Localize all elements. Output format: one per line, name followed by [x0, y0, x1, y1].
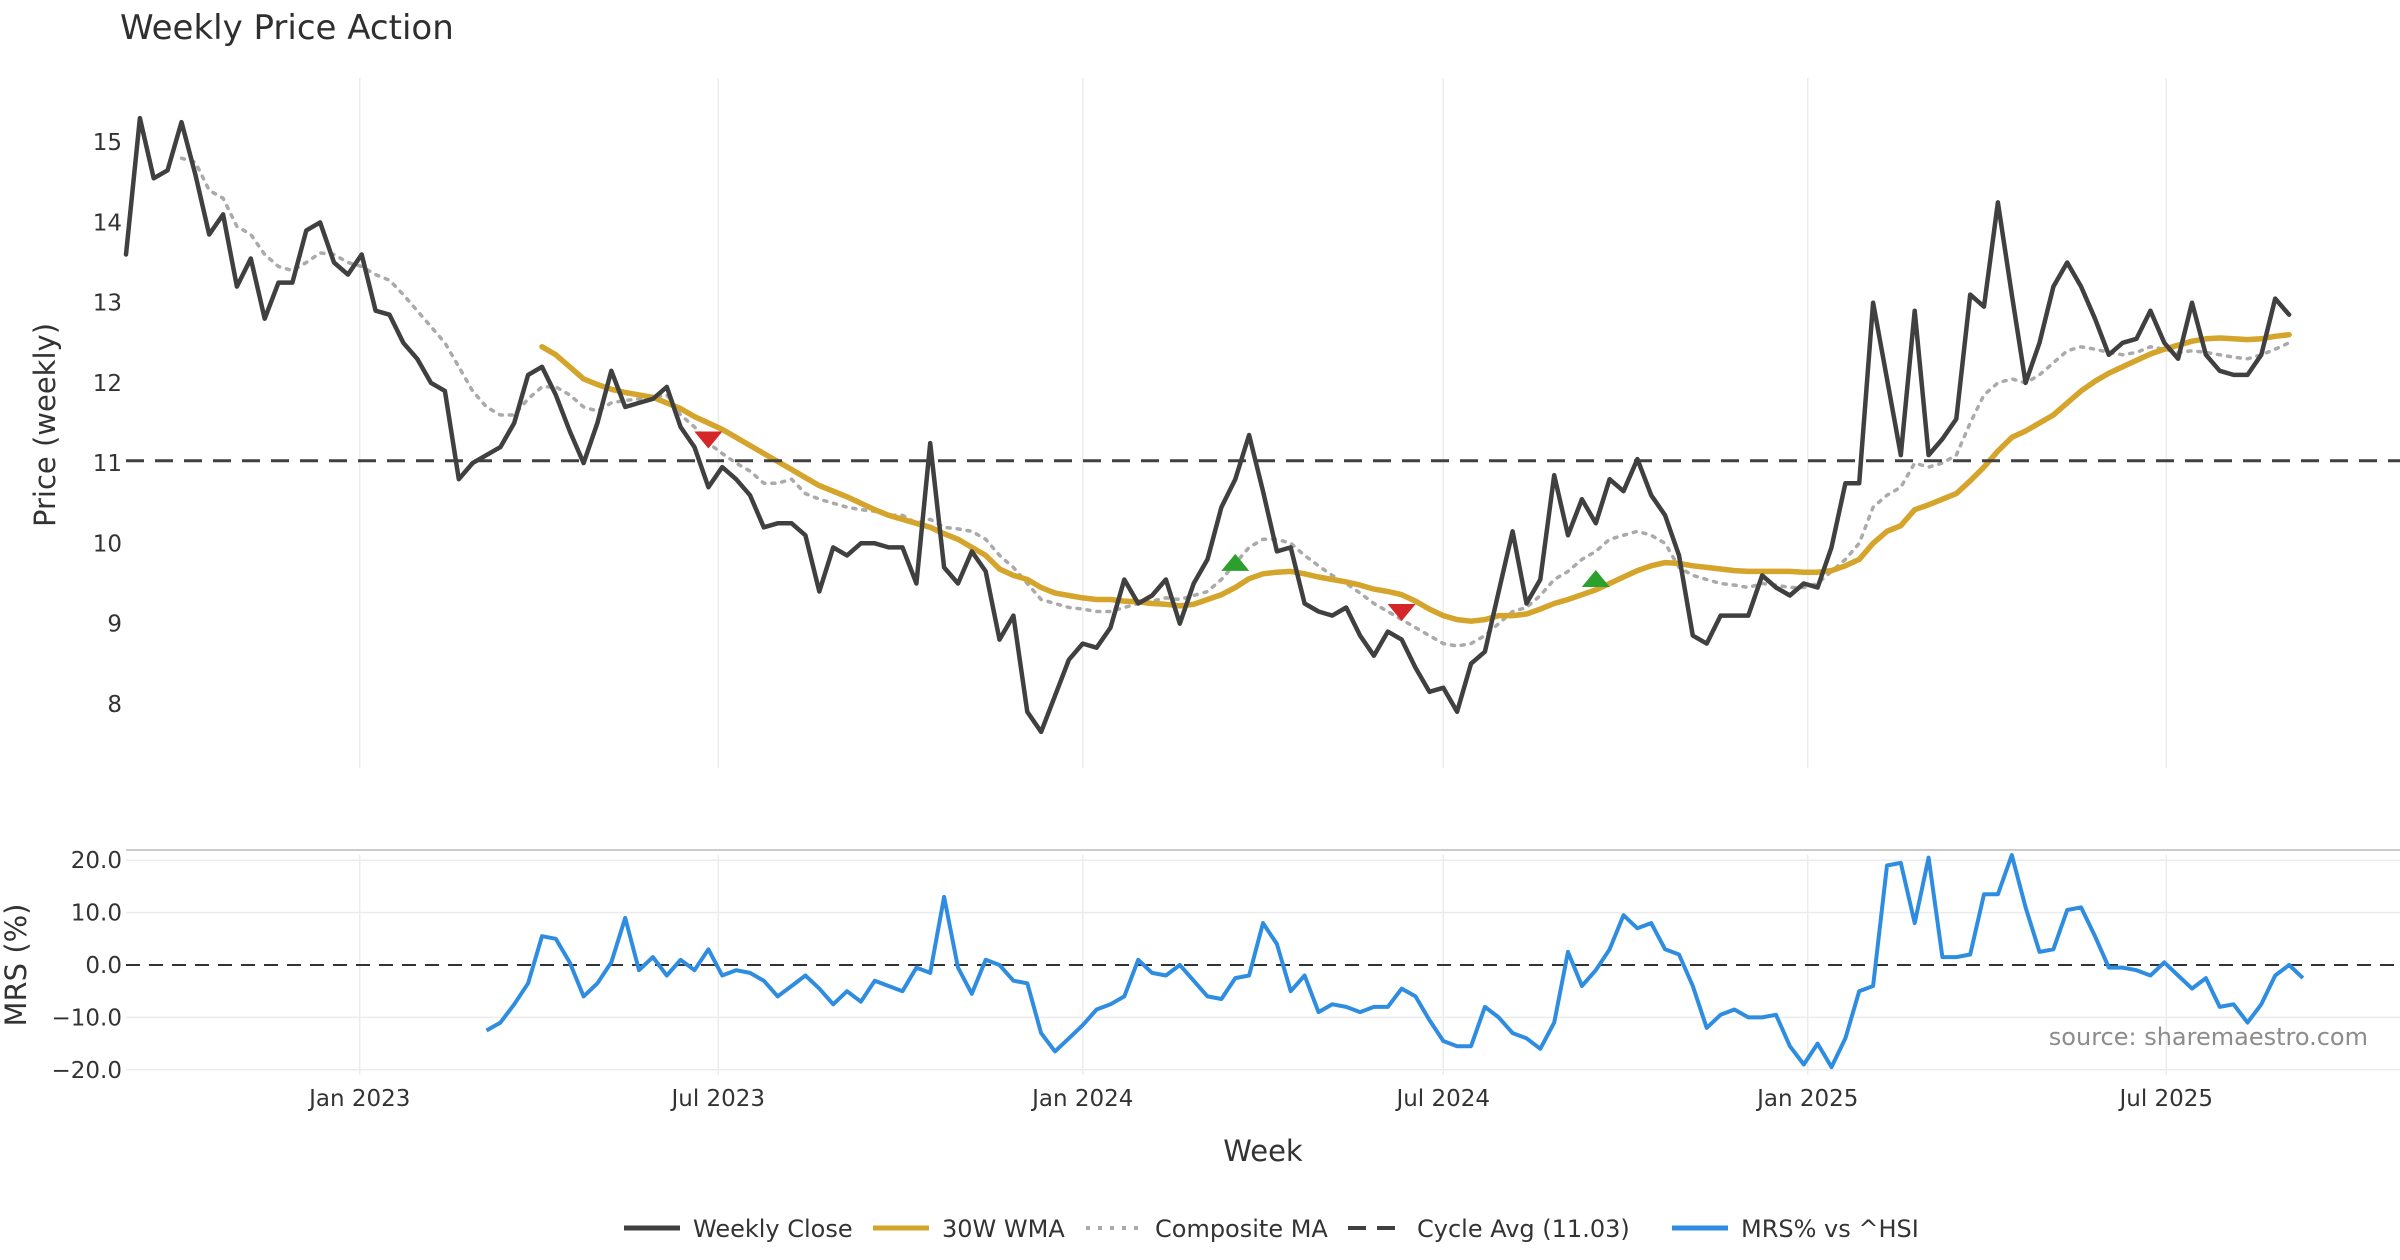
mrs-y-tick-label: −10.0	[52, 1005, 122, 1031]
buy-signal-marker	[1581, 569, 1610, 587]
mrs-y-ticks: −20.0 −10.0 0.0 10.0 20.0	[52, 848, 122, 1084]
series-weekly-close	[123, 115, 2292, 735]
mrs-y-tick-label: 10.0	[71, 901, 122, 927]
x-tick-label: Jul 2025	[2117, 1086, 2213, 1112]
price-panel: 8 9 10 11 12 13 14 15 Price (weekly)	[28, 78, 2400, 768]
signal-markers	[694, 431, 1610, 622]
price-y-tick-label: 13	[93, 291, 122, 317]
legend-label: Weekly Close	[693, 1215, 853, 1243]
x-tick-label: Jul 2023	[669, 1086, 765, 1112]
price-y-tick-label: 8	[107, 692, 122, 718]
series-mrs-vs-hsi	[485, 853, 2305, 1070]
buy-signal-marker	[1221, 553, 1250, 571]
mrs-y-tick-label: −20.0	[52, 1058, 122, 1084]
mrs-panel: −20.0 −10.0 0.0 10.0 20.0 MRS (%) source: sh…	[0, 848, 2400, 1084]
price-y-tick-label: 15	[93, 130, 122, 156]
mrs-y-axis-label: MRS (%)	[0, 904, 33, 1027]
sell-signal-marker	[694, 431, 723, 449]
price-y-tick-label: 11	[93, 451, 122, 477]
chart-title: Weekly Price Action	[120, 8, 454, 48]
legend-label: MRS% vs ^HSI	[1741, 1215, 1919, 1243]
x-tick-label: Jan 2025	[1755, 1086, 1858, 1112]
legend-label: 30W WMA	[942, 1215, 1065, 1243]
mrs-grid	[126, 855, 2400, 1075]
legend-label: Cycle Avg (11.03)	[1417, 1215, 1630, 1243]
x-axis-label: Week	[1223, 1134, 1303, 1168]
mrs-y-tick-label: 0.0	[85, 953, 122, 979]
source-attribution: source: sharemaestro.com	[2049, 1023, 2368, 1051]
price-grid	[358, 78, 2168, 768]
price-y-tick-label: 12	[93, 371, 122, 397]
mrs-y-tick-label: 20.0	[71, 848, 122, 874]
mrs-series	[485, 853, 2305, 1070]
x-tick-label: Jan 2023	[307, 1086, 410, 1112]
price-y-tick-label: 14	[93, 210, 122, 236]
legend-label: Composite MA	[1155, 1215, 1328, 1243]
legend: Weekly Close 30W WMA Composite MA Cycle Avg…	[624, 1215, 1919, 1243]
price-y-axis-label: Price (weekly)	[28, 323, 62, 527]
series-30w-wma	[539, 331, 2292, 624]
price-y-tick-label: 10	[93, 531, 122, 557]
x-axis-ticks: Jan 2023 Jul 2023 Jan 2024 Jul 2024 Jan 2025…	[307, 1086, 2213, 1112]
x-tick-label: Jul 2024	[1394, 1086, 1490, 1112]
price-y-tick-label: 9	[107, 612, 122, 638]
sell-signal-marker	[1387, 604, 1416, 622]
x-tick-label: Jan 2024	[1030, 1086, 1133, 1112]
price-y-ticks: 8 9 10 11 12 13 14 15	[93, 130, 122, 718]
